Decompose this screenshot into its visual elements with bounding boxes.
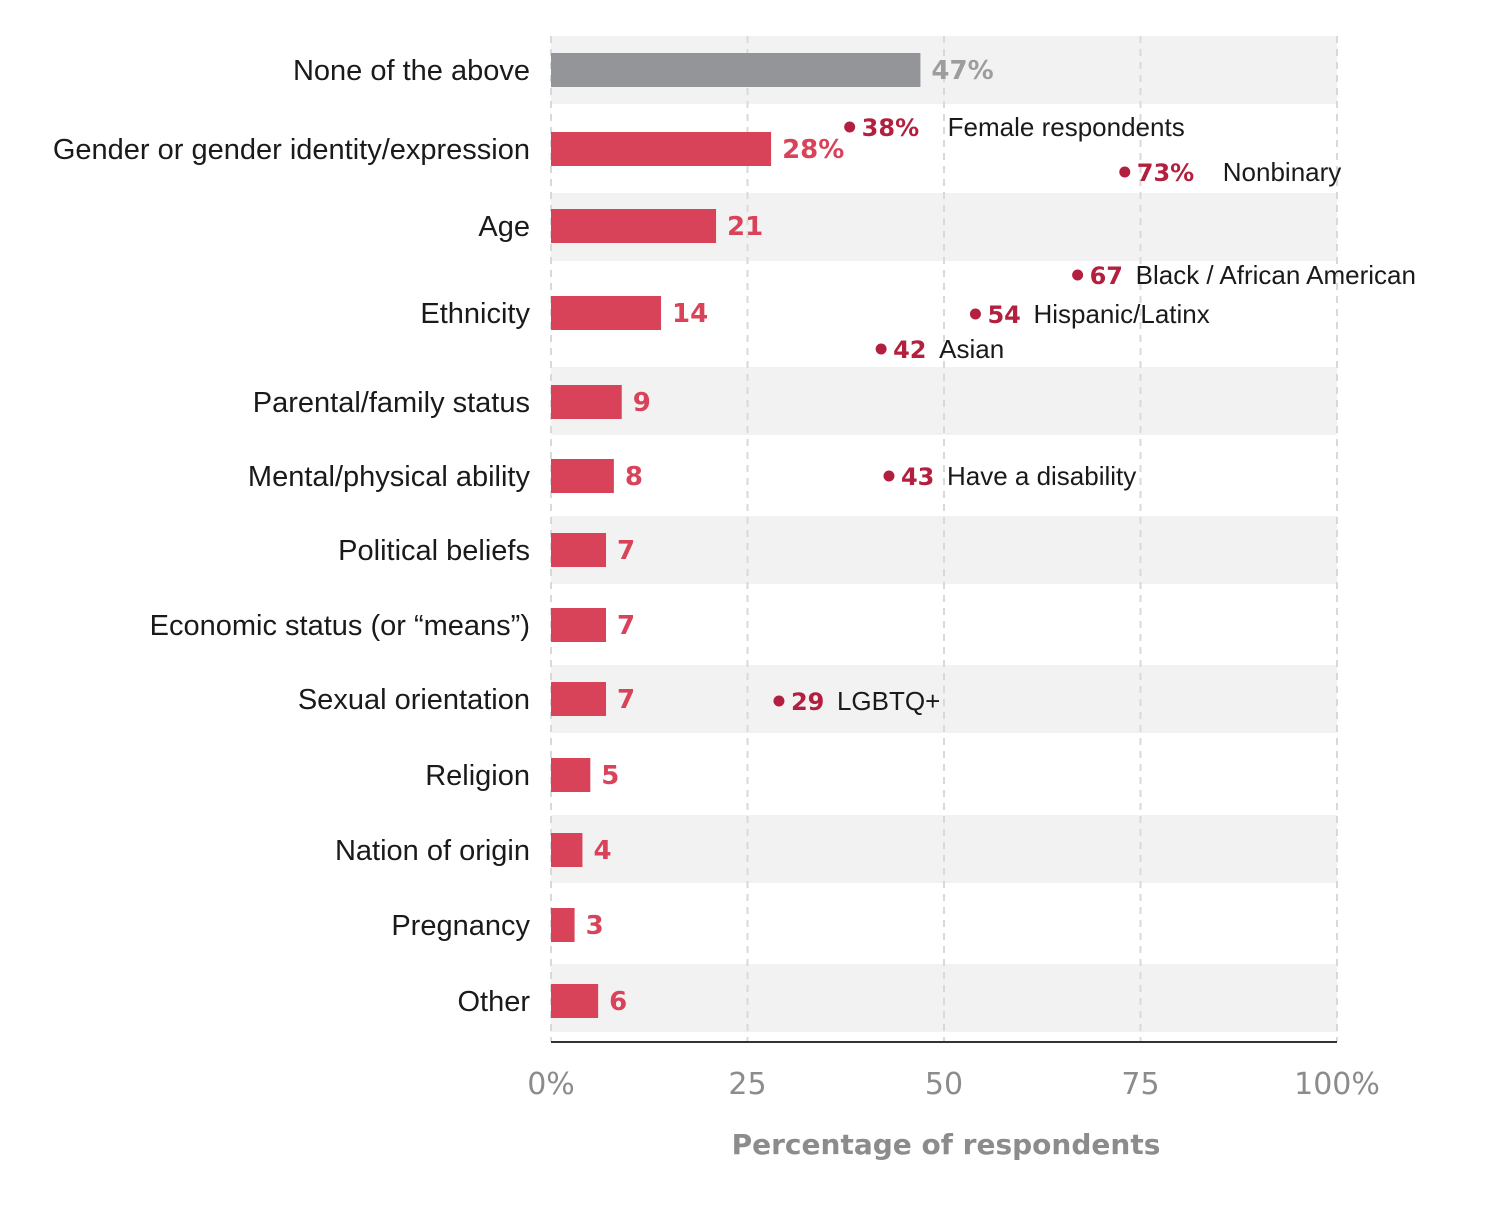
x-axis: 0% 25 50 75 100% [527,1041,1380,1102]
category-label: Economic status (or “means”) [150,610,530,642]
annotation-label: Black / African American [1136,260,1416,290]
annotation: 73% Nonbinary [1119,157,1341,187]
x-tick-label: 25 [728,1067,766,1102]
annotation: 29 LGBTQ+ [773,686,940,716]
category-label: Nation of origin [335,835,530,867]
bar [551,459,614,493]
annotation-value: 67 [1090,262,1123,290]
gridlines [550,36,1338,1042]
bar [551,608,607,642]
annotation-label: Have a disability [947,461,1136,491]
annotation-dot [773,695,785,707]
annotation-dot [1072,269,1084,281]
annotation-label: Female respondents [948,112,1185,142]
bar [551,533,607,567]
annotation-dot [844,121,856,133]
value-label: 8 [625,462,643,492]
value-label: 6 [609,987,627,1017]
value-label: 3 [586,911,604,941]
category-label: Political beliefs [338,535,530,567]
bar [551,296,662,330]
category-label: Age [478,211,530,243]
value-label: 28% [782,135,844,165]
annotation-value: 38% [862,114,919,142]
bar [551,209,717,243]
annotation: 42 Asian [875,334,1004,364]
x-axis-title: Percentage of respondents [732,1128,1161,1161]
category-label: Religion [425,760,530,792]
annotation-label: Hispanic/Latinx [1033,299,1209,329]
category-label: None of the above [293,55,530,87]
bar [551,758,591,792]
annotation-label: Asian [939,334,1004,364]
x-tick-label: 0% [527,1067,575,1102]
category-label: Gender or gender identity/expression [53,134,530,166]
value-label: 7 [617,536,635,566]
annotation: 38% Female respondents [844,112,1185,142]
bar [551,984,599,1018]
bar [551,385,622,419]
bars [551,53,921,1018]
annotation-value: 73% [1137,159,1194,187]
value-label: 14 [672,299,708,329]
bar [551,908,575,942]
annotation: 67 Black / African American [1072,260,1416,290]
value-label: 21 [727,212,763,242]
value-label: 7 [617,685,635,715]
bar [551,132,772,166]
annotation: 43 Have a disability [883,461,1136,491]
value-label: 5 [601,761,619,791]
annotation-dot [875,343,887,355]
annotation-label: LGBTQ+ [837,686,940,716]
bar [551,53,921,87]
annotation-value: 54 [987,301,1020,329]
category-label: Mental/physical ability [248,461,531,493]
category-label: Pregnancy [391,910,530,942]
category-label: Sexual orientation [298,684,530,716]
category-label: Ethnicity [420,298,530,330]
category-label: Other [457,986,530,1018]
x-tick-label: 75 [1121,1067,1159,1102]
annotation: 54 Hispanic/Latinx [969,299,1210,329]
annotation-dot [883,470,895,482]
annotation-value: 29 [791,688,824,716]
annotation-value: 42 [893,336,926,364]
value-label: 9 [633,388,651,418]
value-label: 4 [593,836,611,866]
annotation-dot [969,308,981,320]
annotation-label: Nonbinary [1223,157,1342,187]
category-label: Parental/family status [253,387,530,419]
annotation-dot [1119,166,1131,178]
x-tick-label: 100% [1294,1067,1380,1102]
bar [551,682,607,716]
annotations: 38% Female respondents 73% Nonbinary 67 Black… [773,112,1416,716]
annotation-value: 43 [901,463,934,491]
x-tick-label: 50 [925,1067,963,1102]
category-labels: None of the above Gender or gender identi… [53,55,531,1018]
value-label: 7 [617,611,635,641]
bar [551,833,583,867]
value-label: 47% [931,56,993,86]
